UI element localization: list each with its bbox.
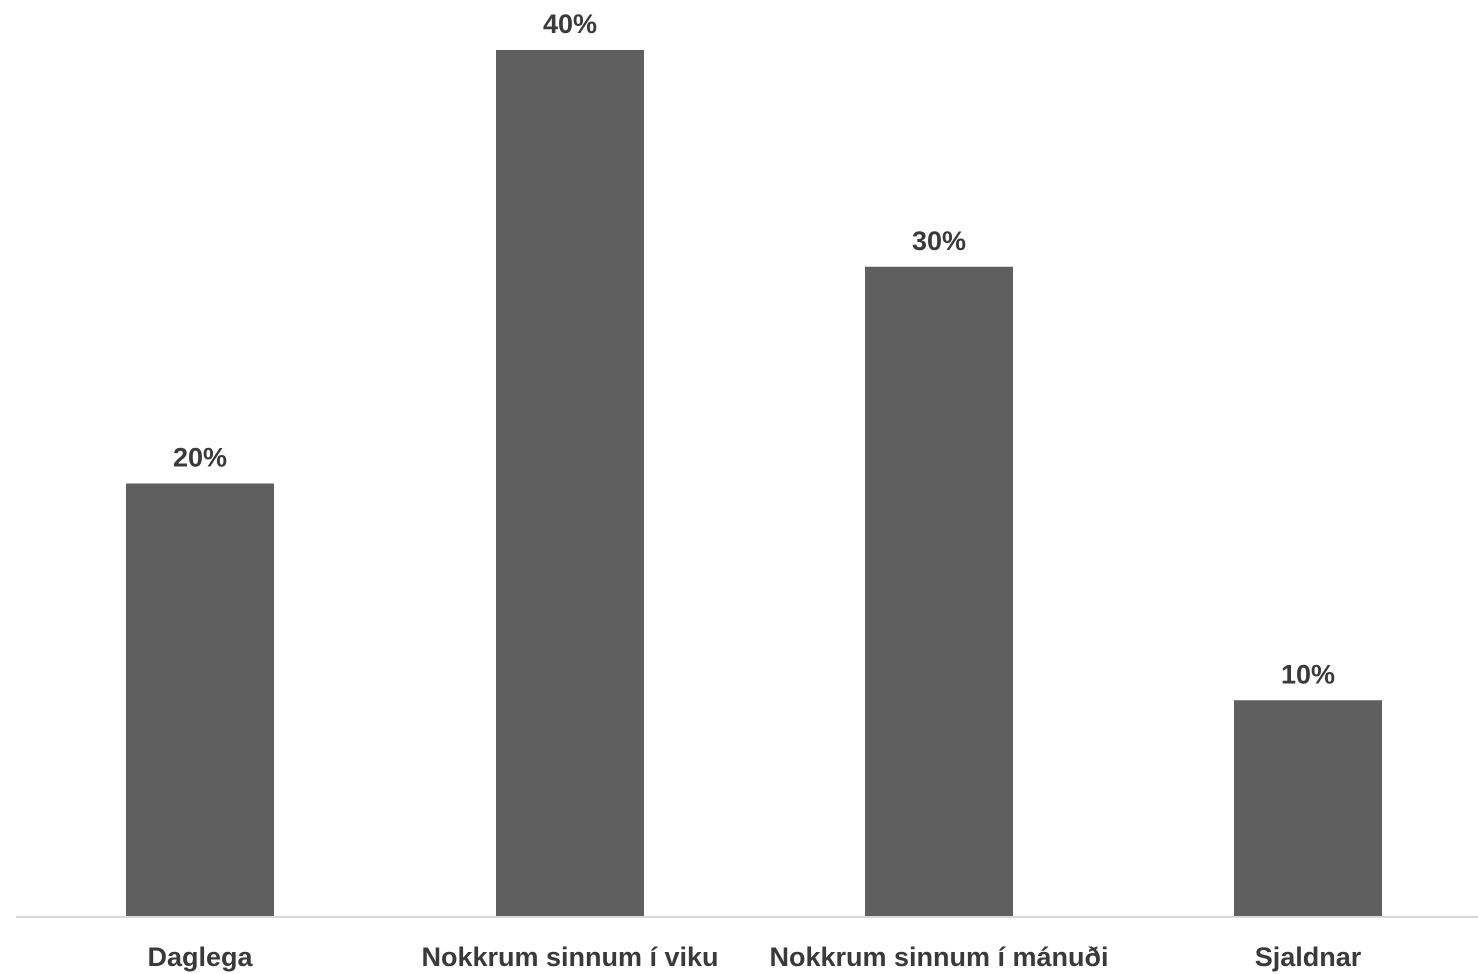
bar-3 — [865, 266, 1013, 917]
data-label-1: 20% — [173, 443, 227, 473]
bar-4 — [1234, 700, 1382, 917]
bars-group — [126, 50, 1382, 917]
bar-2 — [496, 50, 644, 917]
x-tick-labels-group: Daglega Nokkrum sinnum í viku Nokkrum sinn… — [147, 942, 1361, 972]
data-label-2: 40% — [543, 9, 597, 39]
data-label-4: 10% — [1281, 659, 1335, 689]
x-tick-label-2: Nokkrum sinnum í viku — [421, 942, 718, 972]
data-label-3: 30% — [912, 226, 966, 256]
x-tick-label-4: Sjaldnar — [1255, 942, 1362, 972]
bar-1 — [126, 483, 274, 917]
x-tick-label-1: Daglega — [147, 942, 253, 972]
x-tick-label-3: Nokkrum sinnum í mánuði — [769, 942, 1108, 972]
data-labels-group: 20% 40% 30% 10% — [173, 9, 1335, 689]
